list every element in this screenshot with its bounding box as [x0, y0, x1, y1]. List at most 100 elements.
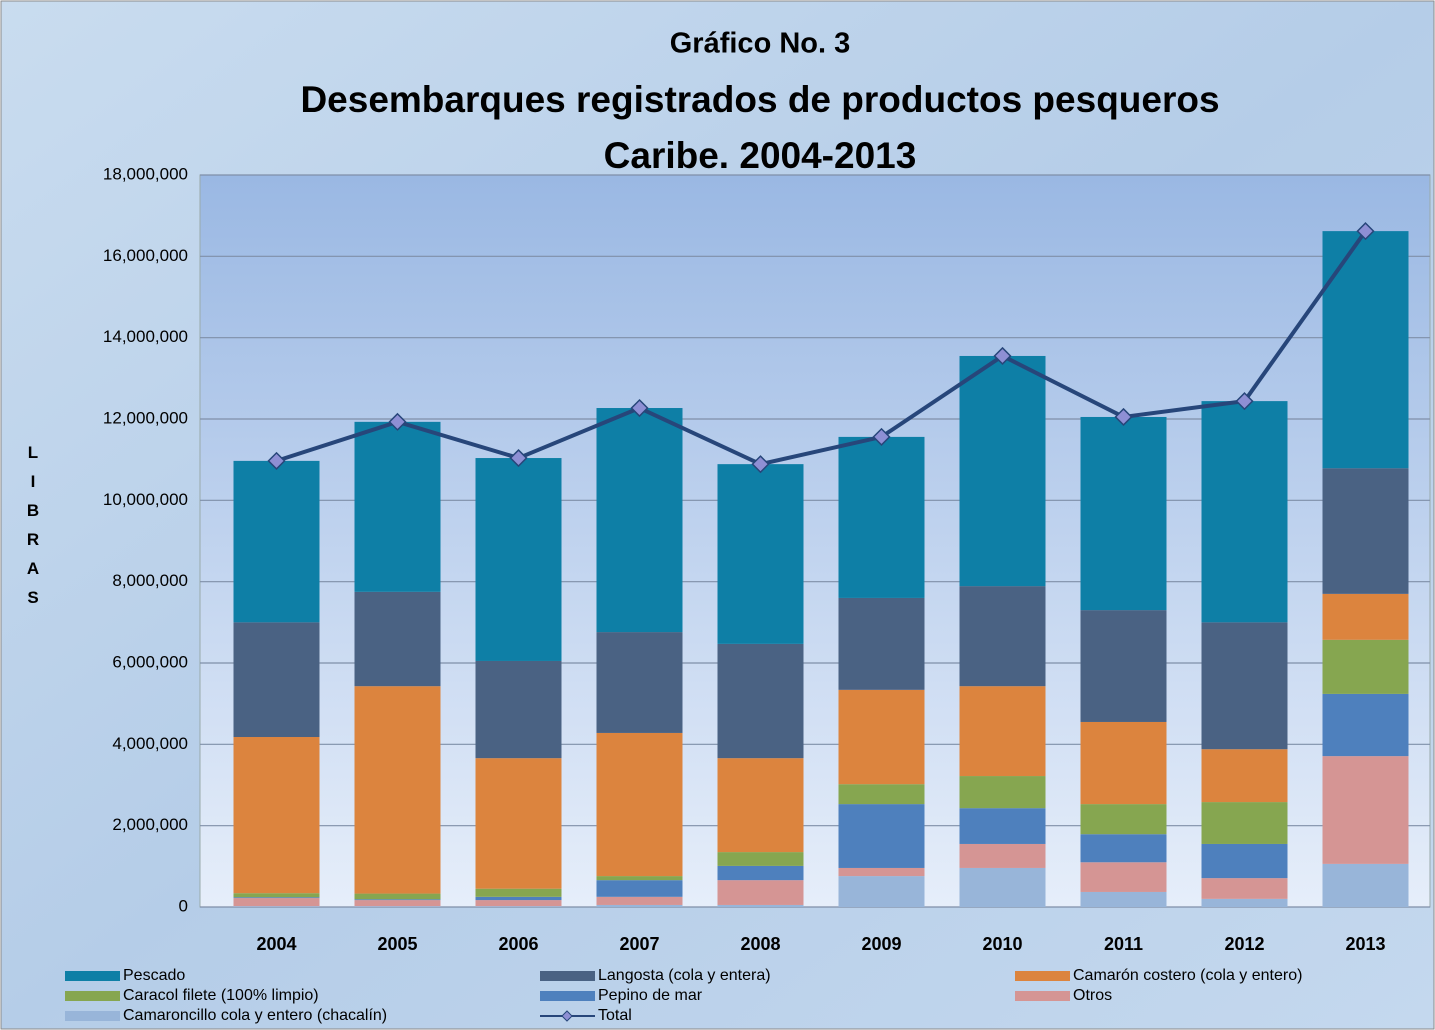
legend-swatch [540, 991, 595, 1001]
chart-title: Gráfico No. 3 [670, 28, 851, 60]
bar-segment [475, 900, 562, 907]
legend-label: Otros [1073, 987, 1112, 1004]
bar-segment [959, 355, 1046, 587]
y-tick-label: 14,000,000 [103, 327, 188, 346]
bar-segment [838, 876, 925, 907]
bar-segment [233, 897, 320, 899]
bar-segment [475, 906, 562, 907]
line-marker [630, 398, 649, 418]
bar-segment [596, 632, 683, 733]
bar-segment [838, 804, 925, 868]
y-tick-label: 16,000,000 [103, 246, 188, 265]
line-marker [993, 346, 1012, 366]
y-tick-label: 10,000,000 [103, 490, 188, 509]
bar-segment [475, 758, 562, 889]
x-tick-label: 2012 [1224, 934, 1264, 954]
x-tick-label: 2006 [498, 934, 538, 954]
chart-title: Desembarques registrados de productos pe… [300, 79, 1219, 120]
bar-segment [1080, 416, 1167, 611]
legend-label: Camarón costero (cola y entero) [1073, 967, 1302, 984]
line-marker [1235, 392, 1254, 411]
bar-segment [1201, 878, 1288, 899]
legend-label: Pescado [123, 967, 185, 984]
x-tick-label: 2010 [982, 934, 1022, 954]
y-tick-label: 12,000,000 [103, 408, 188, 427]
bar-segment [1080, 804, 1167, 835]
bar-segment [596, 732, 683, 877]
legend-swatch [65, 971, 120, 981]
chart-subtitle: Caribe. 2004-2013 [604, 135, 917, 176]
legend-label: Caracol filete (100% limpio) [123, 987, 319, 1004]
x-tick-label: 2005 [377, 934, 417, 954]
bar-segment [354, 591, 441, 687]
bar-segment [233, 622, 320, 738]
line-marker [1114, 407, 1133, 427]
bar-segment [959, 867, 1046, 907]
bar-segment [1201, 802, 1288, 844]
bar-segment [959, 776, 1046, 809]
bar-segment [838, 689, 925, 785]
bar-segment [475, 458, 562, 661]
legend-swatch [1015, 991, 1070, 1001]
bar-segment [233, 898, 320, 907]
bar-segment [354, 421, 441, 592]
line-marker [872, 427, 891, 446]
bar-segment [838, 867, 925, 877]
bar-segment [717, 865, 804, 881]
bar-segment [1080, 721, 1167, 805]
bar-segment [717, 880, 804, 905]
bar-segment [717, 904, 804, 907]
bar-segment [596, 896, 683, 905]
bar-segment [838, 597, 925, 690]
bar-segment [233, 737, 320, 894]
legend-swatch [65, 1011, 120, 1021]
legend-label: Camaroncillo cola y entero (chacalín) [123, 1007, 387, 1024]
y-tick-label: 6,000,000 [112, 652, 188, 671]
bar-segment [959, 843, 1046, 868]
bar-segment [1201, 898, 1288, 907]
y-tick-label: 0 [179, 896, 188, 915]
line-marker [509, 448, 528, 468]
bar-segment [1322, 639, 1409, 694]
total-line [275, 229, 1368, 467]
x-tick-label: 2007 [619, 934, 659, 954]
bar-segment [1201, 843, 1288, 879]
bar-segment [233, 460, 320, 623]
bar-segment [475, 888, 562, 897]
line-marker [267, 451, 286, 470]
x-tick-label: 2009 [861, 934, 901, 954]
bar-segment [1201, 401, 1288, 623]
bar-segment [1322, 693, 1409, 757]
bar-segment [233, 893, 320, 898]
bar-segment [1080, 610, 1167, 722]
y-tick-label: 18,000,000 [103, 164, 188, 183]
bar-segment [959, 808, 1046, 844]
bar-segment [354, 906, 441, 907]
bar-segment [354, 686, 441, 894]
bar-segment [1322, 756, 1409, 864]
legend-label: Langosta (cola y entera) [598, 967, 771, 984]
bar-segment [1322, 468, 1409, 594]
line-marker [1356, 222, 1375, 241]
line-marker [388, 412, 407, 431]
legend-label: Pepino de mar [598, 987, 703, 1004]
y-axis-title: LIBRAS [26, 443, 40, 607]
bar-segment [1201, 749, 1288, 803]
bar-segment [717, 643, 804, 759]
legend-swatch [540, 971, 595, 981]
bar-segment [1080, 834, 1167, 863]
x-tick-label: 2004 [256, 934, 296, 954]
bar-segment [475, 660, 562, 759]
line-marker [751, 455, 770, 474]
bar-segment [838, 784, 925, 805]
bar-segment [717, 852, 804, 866]
bar-segment [596, 880, 683, 897]
legend-swatch [65, 991, 120, 1001]
x-tick-label: 2013 [1345, 934, 1385, 954]
bar-segment [596, 408, 683, 633]
bar-segment [838, 436, 925, 598]
y-tick-label: 8,000,000 [112, 571, 188, 590]
bar-segment [233, 906, 320, 907]
bar-segment [959, 586, 1046, 687]
